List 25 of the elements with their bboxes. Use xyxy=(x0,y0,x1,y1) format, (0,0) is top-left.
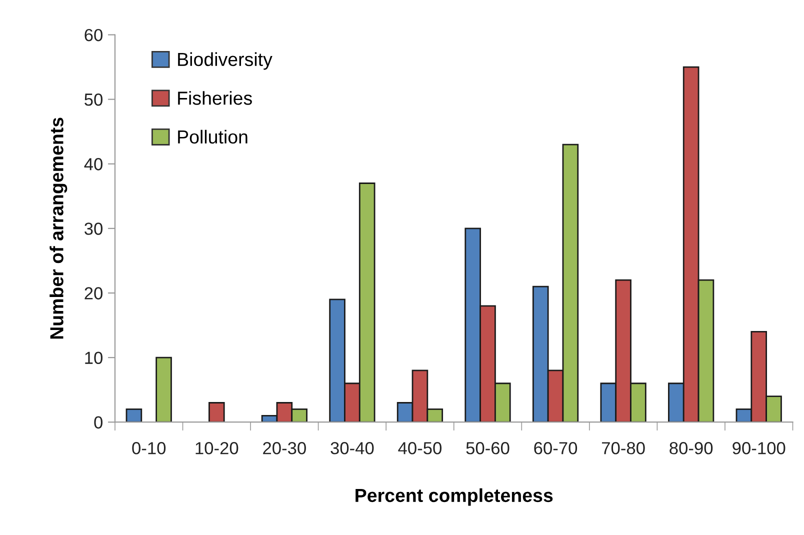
x-tick-label: 70-80 xyxy=(602,442,645,454)
x-tick-label: 40-50 xyxy=(398,442,442,454)
y-tick-label: 10 xyxy=(85,352,102,364)
x-tick-label: 90-100 xyxy=(732,442,786,454)
x-tick-label: 10-20 xyxy=(196,442,238,454)
bar xyxy=(156,356,172,422)
x-tick-label: 50-60 xyxy=(466,442,510,454)
bar xyxy=(126,408,142,422)
x-tick-label: 30-40 xyxy=(330,442,374,454)
x-tick-label: 60-70 xyxy=(534,442,578,454)
legend-label: Biodiversity xyxy=(178,52,272,70)
legend-label: Fisheries xyxy=(178,91,252,105)
y-tick-label: 60 xyxy=(84,28,102,42)
y-axis-title: Number of arrangements xyxy=(50,118,68,339)
x-tick-label: 80-90 xyxy=(670,442,713,454)
y-tick-label: 50 xyxy=(84,94,102,106)
bar xyxy=(208,402,225,422)
y-tick-label: 0 xyxy=(94,416,102,429)
x-axis-title: Percent completeness xyxy=(356,488,553,506)
y-tick-label: 40 xyxy=(84,158,102,170)
x-tick-label: 0-10 xyxy=(132,442,166,454)
y-tick-label: 20 xyxy=(84,287,102,300)
x-tick-label: 20-30 xyxy=(263,442,306,454)
legend-label: Pollution xyxy=(178,130,248,144)
y-tick-label: 30 xyxy=(84,222,102,235)
